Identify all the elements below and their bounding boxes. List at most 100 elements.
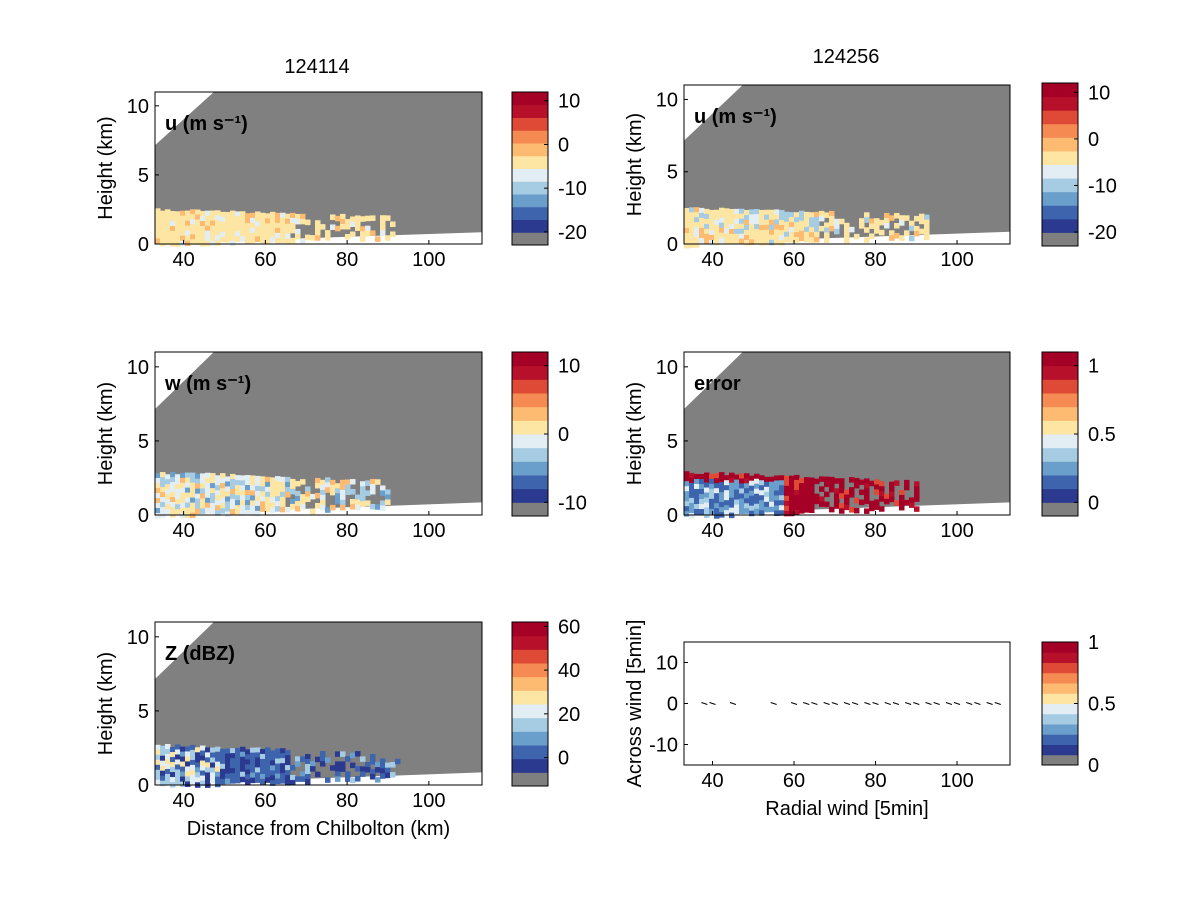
- data-cell: [195, 229, 201, 236]
- data-cell: [724, 213, 730, 219]
- data-cell: [360, 486, 366, 492]
- data-cell: [175, 484, 181, 490]
- data-cell: [789, 222, 795, 228]
- data-cell: [874, 499, 880, 505]
- data-cell: [894, 233, 900, 239]
- data-cell: [305, 768, 311, 775]
- data-cell: [160, 492, 166, 498]
- data-cell: [195, 473, 201, 480]
- data-cell: [320, 751, 326, 757]
- data-cell: [699, 217, 705, 224]
- data-cell: [325, 757, 331, 763]
- data-cell: [340, 766, 346, 772]
- data-cell: [155, 764, 161, 771]
- data-cell: [699, 212, 705, 219]
- data-cell: [195, 224, 201, 231]
- data-cell: [220, 748, 226, 755]
- data-cell: [275, 212, 281, 219]
- data-cell: [205, 240, 211, 247]
- data-cell: [215, 781, 221, 788]
- data-cell: [779, 485, 785, 491]
- data-cell: [729, 497, 735, 504]
- y-axis-label: Height (km): [95, 116, 117, 219]
- data-cell: [904, 479, 910, 486]
- data-cell: [195, 752, 201, 758]
- data-cell: [160, 240, 166, 247]
- data-cell: [714, 229, 720, 236]
- data-cell: [235, 767, 241, 774]
- data-cell: [824, 237, 830, 243]
- data-cell: [270, 750, 276, 756]
- data-cell: [270, 502, 276, 508]
- data-cell: [754, 224, 760, 230]
- data-cell: [380, 225, 386, 231]
- wind-vector: [925, 702, 932, 705]
- data-cell: [709, 209, 715, 216]
- data-cell: [175, 494, 181, 500]
- data-cell: [894, 480, 900, 486]
- data-cell: [185, 472, 191, 479]
- data-cell: [265, 233, 271, 239]
- data-cell: [205, 472, 211, 479]
- data-cell: [335, 776, 341, 782]
- data-cell: [255, 226, 261, 232]
- wind-vector: [729, 702, 737, 705]
- data-cell: [719, 477, 725, 483]
- data-cell: [809, 497, 815, 504]
- data-cell: [330, 489, 336, 496]
- data-cell: [310, 493, 316, 500]
- data-cell: [834, 503, 840, 509]
- data-cell: [310, 235, 316, 241]
- data-cell: [779, 225, 785, 231]
- data-cell: [155, 508, 161, 514]
- data-cell: [240, 236, 246, 242]
- data-cell: [684, 208, 690, 214]
- data-cell: [325, 477, 331, 483]
- data-cell: [754, 239, 760, 245]
- data-cell: [899, 235, 905, 241]
- data-cell: [869, 218, 875, 224]
- data-cell: [864, 498, 870, 504]
- data-cell: [375, 236, 381, 242]
- data-cell: [230, 473, 236, 480]
- data-cell: [729, 502, 735, 509]
- data-cell: [789, 510, 795, 517]
- data-cell: [280, 237, 286, 244]
- data-cell: [844, 494, 850, 501]
- data-cell: [714, 503, 720, 509]
- data-cell: [225, 768, 231, 775]
- data-cell: [754, 478, 760, 485]
- data-cell: [255, 752, 261, 758]
- data-cell: [210, 772, 216, 779]
- data-cell: [275, 753, 281, 760]
- data-cell: [779, 495, 785, 501]
- data-cell: [210, 230, 216, 237]
- data-cell: [295, 233, 301, 240]
- data-cell: [255, 480, 261, 487]
- data-cell: [220, 483, 226, 489]
- data-cell: [769, 219, 775, 226]
- data-cell: [230, 210, 236, 217]
- data-cell: [165, 219, 171, 225]
- data-cell: [175, 211, 181, 217]
- data-cell: [734, 223, 740, 230]
- data-cell: [185, 766, 191, 772]
- y-tick-label: 0: [667, 694, 678, 716]
- data-cell: [345, 479, 351, 485]
- wind-vector: [974, 702, 981, 705]
- colorbar-bin: [512, 690, 548, 705]
- data-cell: [360, 756, 366, 762]
- data-cell: [200, 488, 206, 494]
- data-cell: [734, 233, 740, 240]
- data-cell: [380, 490, 386, 496]
- colorbar-bin: [512, 365, 548, 380]
- field-label: u (m s⁻¹): [165, 113, 248, 135]
- data-cell: [180, 776, 186, 783]
- data-cell: [305, 496, 311, 502]
- data-cell: [220, 508, 226, 514]
- data-cell: [210, 493, 216, 499]
- data-cell: [769, 234, 775, 241]
- wind-vector: [811, 702, 818, 705]
- data-cell: [220, 773, 226, 780]
- data-cell: [744, 224, 750, 231]
